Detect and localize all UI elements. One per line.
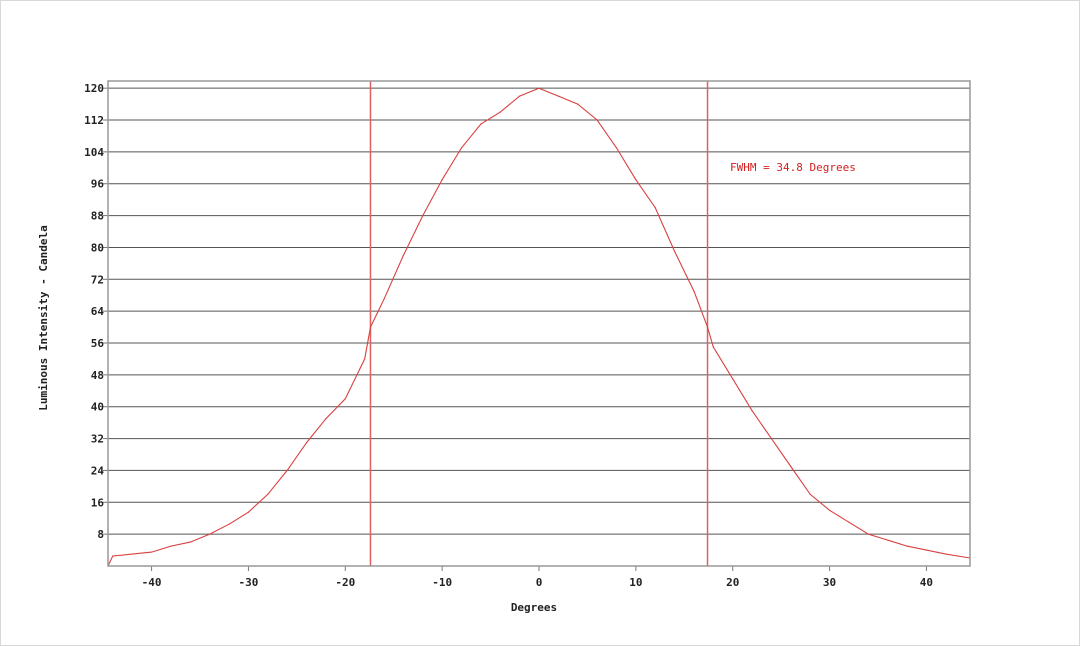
data-point	[170, 545, 172, 547]
x-tick-label: -20	[335, 576, 355, 589]
data-point	[209, 533, 211, 535]
grid	[108, 87, 970, 535]
data-point	[538, 87, 540, 89]
fwhm-annotation: FWHM = 34.8 Degrees	[730, 161, 856, 174]
y-tick-label: 96	[91, 178, 105, 191]
data-point	[499, 111, 501, 113]
y-tick-label: 48	[91, 369, 104, 382]
data-point	[519, 95, 521, 97]
data-point	[596, 119, 598, 121]
data-point	[441, 179, 443, 181]
data-point	[615, 147, 618, 149]
data-point	[480, 123, 482, 125]
y-tick-label: 112	[84, 114, 104, 127]
data-point	[887, 539, 889, 541]
y-tick-label: 8	[97, 528, 104, 541]
x-tick-label: -10	[432, 576, 452, 589]
x-axis-label: Degrees	[511, 601, 557, 614]
data-point	[364, 358, 366, 360]
data-point	[751, 410, 753, 412]
y-tick-label: 56	[91, 337, 105, 350]
x-tick-label: -30	[239, 576, 259, 589]
data-point	[325, 418, 327, 420]
data-point	[693, 290, 695, 292]
y-tick-label: 120	[84, 82, 104, 95]
x-tick-label: 40	[920, 576, 933, 589]
data-point	[770, 437, 773, 440]
data-point	[228, 523, 230, 525]
x-tick-label: 20	[726, 576, 739, 589]
y-tick-label: 104	[84, 146, 104, 159]
y-axis-label: Luminous Intensity - Candela	[37, 225, 50, 410]
data-point	[712, 346, 714, 348]
data-point	[150, 551, 153, 553]
data-point	[344, 398, 346, 400]
y-tick-label: 64	[91, 305, 105, 318]
data-point	[706, 326, 709, 328]
intensity-curve	[107, 87, 971, 567]
data-point	[790, 465, 792, 468]
data-point	[402, 254, 405, 257]
y-tick-label: 32	[91, 433, 104, 446]
data-point	[383, 298, 385, 300]
x-tick-label: -40	[142, 576, 162, 589]
plot-border	[107, 80, 971, 567]
data-point	[867, 533, 869, 535]
series	[107, 87, 971, 567]
data-point	[925, 549, 928, 551]
data-point	[906, 545, 908, 547]
data-point	[422, 214, 424, 217]
y-tick-label: 72	[91, 273, 104, 286]
data-point	[112, 555, 114, 557]
data-point	[247, 511, 250, 513]
data-point	[267, 493, 269, 495]
data-point	[732, 378, 734, 380]
x-tick-label: 0	[536, 576, 543, 589]
data-point	[369, 326, 372, 328]
y-tick-label: 80	[91, 241, 104, 254]
y-tick-label: 16	[91, 496, 105, 509]
data-point	[828, 509, 831, 511]
data-point	[577, 103, 579, 105]
x-tick-label: 10	[629, 576, 642, 589]
y-tick-label: 88	[91, 210, 104, 223]
data-point	[654, 207, 656, 209]
data-point	[286, 469, 288, 472]
y-tick-label: 40	[91, 401, 104, 414]
data-point	[557, 95, 559, 97]
data-point	[945, 553, 947, 555]
data-point	[131, 553, 133, 555]
data-point	[305, 441, 308, 444]
data-point	[809, 493, 811, 495]
fwhm-markers	[369, 81, 709, 566]
x-tick-label: 30	[823, 576, 836, 589]
data-point	[848, 521, 850, 523]
data-point	[460, 147, 463, 149]
x-axis-ticks: -40 -30 -20 -10 0 10 20 30 40	[142, 566, 933, 589]
data-point	[635, 179, 637, 181]
data-point	[673, 250, 676, 253]
y-axis-ticks: 8 16 24 32 40 48 56 64 72 80 88 96 104 112 120	[84, 82, 108, 541]
data-point	[189, 541, 191, 543]
y-tick-label: 24	[91, 464, 105, 477]
